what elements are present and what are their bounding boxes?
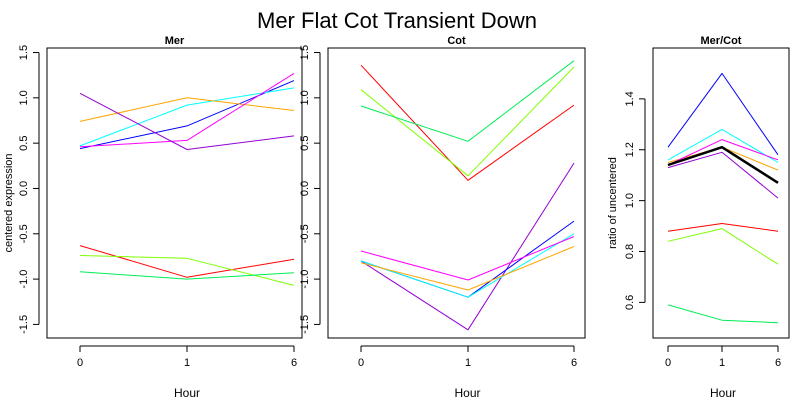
- chart-3-series-line-5: [667, 151, 779, 199]
- chart-2: Cot 0 1 6 Hour -1.5 -1.0 -0.5 0.0 0.5 1.0 1.5: [299, 35, 586, 400]
- chart-3-y-tick-label: 0.8: [624, 244, 636, 259]
- chart-3-x-tick-label: 1: [719, 357, 725, 369]
- chart-2-series-line-6: [360, 233, 575, 298]
- chart-3-series-line-2: [667, 128, 779, 163]
- chart-3-series-line-7: [667, 223, 779, 232]
- chart-1-y-tick-label: 1.0: [18, 90, 30, 105]
- chart-1-y-tick-label: 1.5: [18, 45, 30, 60]
- chart-1-y-tick-label: 0.0: [18, 181, 30, 196]
- chart-2-y-tick-label: -0.5: [299, 224, 311, 243]
- chart-2-x-label: Hour: [454, 386, 480, 400]
- chart-3-y-tick-label: 1.4: [624, 91, 636, 106]
- chart-1-x-tick-label: 1: [184, 357, 190, 369]
- chart-3-series-line-6: [667, 145, 779, 184]
- chart-1-y-tick-label: 0.5: [18, 136, 30, 151]
- chart-2-title: Cot: [447, 35, 466, 47]
- chart-1-x-label: Hour: [174, 386, 200, 400]
- chart-1-series-line-7: [79, 255, 295, 286]
- chart-2-series-line-4: [360, 162, 575, 331]
- chart-1-y-tick-label: -1.0: [18, 270, 30, 289]
- chart-3-y-tick-label: 0.6: [624, 295, 636, 310]
- chart-2-series-line-3: [360, 60, 575, 142]
- chart-2-series-line-8: [360, 236, 575, 281]
- chart-1-y-tick-label: -0.5: [18, 224, 30, 243]
- chart-3-title: Mer/Cot: [701, 35, 742, 47]
- chart-3-series-line-1: [667, 72, 779, 156]
- chart-2-x-tick-label: 1: [465, 357, 471, 369]
- chart-2-series-line-1: [360, 64, 575, 181]
- chart-3-series-line-8: [667, 228, 779, 265]
- chart-1-x-tick-label: 6: [291, 357, 297, 369]
- chart-1-series-line-3: [79, 97, 295, 122]
- chart-2-y-tick-label: -1.5: [299, 315, 311, 334]
- chart-2-frame: [327, 47, 586, 339]
- chart-1-series-line-4: [79, 72, 295, 148]
- chart-1-title: Mer: [165, 35, 185, 47]
- chart-1-frame: [46, 47, 303, 339]
- chart-3-series-line-4: [667, 139, 779, 166]
- chart-2-x-tick-label: 0: [358, 357, 364, 369]
- chart-1-series-line-5: [79, 92, 295, 150]
- chart-1-y-label: centered expression: [3, 153, 15, 252]
- chart-3-y-tick-label: 1.2: [624, 142, 636, 157]
- chart-3-y-label: ratio of uncentered: [607, 157, 619, 249]
- chart-2-x-tick-label: 6: [571, 357, 577, 369]
- chart-3-x-tick-label: 0: [665, 357, 671, 369]
- chart-3-x-label: Hour: [710, 386, 736, 400]
- chart-2-y-tick-label: 1.5: [299, 45, 311, 60]
- chart-3-x-tick-label: 6: [775, 357, 781, 369]
- chart-2-series-line-2: [360, 66, 575, 177]
- chart-1-series-line-2: [79, 87, 295, 147]
- chart-2-series-line-7: [360, 246, 575, 291]
- chart-3-series-line-9: [667, 304, 779, 324]
- chart-2-y-tick-label: -1.0: [299, 270, 311, 289]
- chart-1-series-line-6: [79, 245, 295, 278]
- chart-1: Mer 0 1 6 Hour -1.5 -1.0 -0.5 0.0 0.5 1.0 1.5 center…: [3, 35, 303, 400]
- chart-2-y-tick-label: 1.0: [299, 90, 311, 105]
- chart-1-y-tick-label: -1.5: [18, 315, 30, 334]
- chart-3-y-tick-label: 1.0: [624, 193, 636, 208]
- chart-2-y-tick-label: 0.5: [299, 136, 311, 151]
- chart-2-y-tick-label: 0.0: [299, 181, 311, 196]
- chart-1-series-line-8: [79, 271, 295, 280]
- chart-3: Mer/Cot 0 1 6 Hour 0.6 0.8 1.0 1.2 1.4 ratio of un…: [607, 35, 790, 400]
- figure-title: Mer Flat Cot Transient Down: [257, 8, 537, 33]
- chart-1-x-tick-label: 0: [77, 357, 83, 369]
- chart-3-frame: [652, 47, 790, 339]
